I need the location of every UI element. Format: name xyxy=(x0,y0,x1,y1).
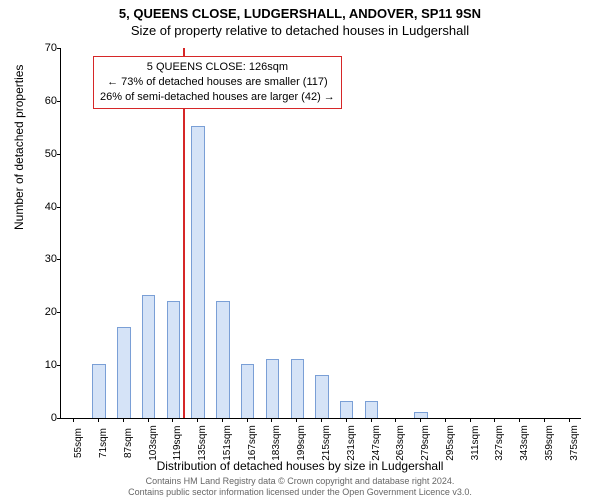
histogram-bar xyxy=(365,401,378,418)
histogram-bar xyxy=(117,327,130,418)
x-tick-mark xyxy=(123,418,124,422)
x-tick-label: 343sqm xyxy=(519,425,530,461)
x-tick-label: 183sqm xyxy=(271,425,282,461)
x-tick-mark xyxy=(148,418,149,422)
x-tick-label: 55sqm xyxy=(73,428,84,458)
x-tick-mark xyxy=(420,418,421,422)
x-tick-label: 199sqm xyxy=(296,425,307,461)
x-tick-label: 215sqm xyxy=(321,425,332,461)
histogram-bar xyxy=(167,301,180,418)
page-title: 5, QUEENS CLOSE, LUDGERSHALL, ANDOVER, S… xyxy=(0,0,600,21)
x-tick-mark xyxy=(98,418,99,422)
x-axis-label: Distribution of detached houses by size … xyxy=(0,459,600,473)
x-tick-label: 327sqm xyxy=(494,425,505,461)
y-axis-label: Number of detached properties xyxy=(12,65,26,230)
x-tick-mark xyxy=(569,418,570,422)
x-tick-mark xyxy=(197,418,198,422)
x-tick-label: 375sqm xyxy=(569,425,580,461)
x-tick-mark xyxy=(470,418,471,422)
chart-area: 01020304050607055sqm71sqm87sqm103sqm119s… xyxy=(60,48,580,418)
footer-line-1: Contains HM Land Registry data © Crown c… xyxy=(0,476,600,487)
x-tick-label: 247sqm xyxy=(371,425,382,461)
x-tick-label: 263sqm xyxy=(395,425,406,461)
y-tick-label: 10 xyxy=(31,359,57,371)
x-tick-label: 311sqm xyxy=(470,426,481,461)
y-tick-mark xyxy=(57,418,61,419)
x-tick-label: 87sqm xyxy=(123,428,134,458)
x-tick-mark xyxy=(346,418,347,422)
footer-line-2: Contains public sector information licen… xyxy=(0,487,600,498)
y-tick-label: 20 xyxy=(31,306,57,318)
x-tick-label: 167sqm xyxy=(247,425,258,461)
x-tick-label: 103sqm xyxy=(148,425,159,461)
y-tick-mark xyxy=(57,154,61,155)
y-tick-mark xyxy=(57,48,61,49)
x-tick-mark xyxy=(296,418,297,422)
plot-area: 01020304050607055sqm71sqm87sqm103sqm119s… xyxy=(60,48,581,419)
x-tick-mark xyxy=(247,418,248,422)
callout-line-3: 26% of semi-detached houses are larger (… xyxy=(100,90,335,105)
y-tick-label: 70 xyxy=(31,42,57,54)
x-tick-label: 151sqm xyxy=(222,425,233,461)
x-tick-mark xyxy=(172,418,173,422)
histogram-bar xyxy=(291,359,304,418)
histogram-bar xyxy=(241,364,254,418)
callout-box: 5 QUEENS CLOSE: 126sqm← 73% of detached … xyxy=(93,56,342,109)
x-tick-mark xyxy=(222,418,223,422)
histogram-bar xyxy=(191,126,204,418)
x-tick-label: 135sqm xyxy=(197,425,208,461)
histogram-bar xyxy=(340,401,353,418)
x-tick-label: 359sqm xyxy=(544,425,555,461)
x-tick-mark xyxy=(321,418,322,422)
page-subtitle: Size of property relative to detached ho… xyxy=(0,21,600,38)
y-tick-label: 60 xyxy=(31,95,57,107)
histogram-bar xyxy=(315,375,328,418)
histogram-bar xyxy=(142,295,155,418)
y-tick-label: 50 xyxy=(31,148,57,160)
chart-container: 5, QUEENS CLOSE, LUDGERSHALL, ANDOVER, S… xyxy=(0,0,600,500)
x-tick-mark xyxy=(494,418,495,422)
y-tick-mark xyxy=(57,365,61,366)
y-tick-mark xyxy=(57,207,61,208)
x-tick-label: 279sqm xyxy=(420,425,431,461)
x-tick-mark xyxy=(395,418,396,422)
histogram-bar xyxy=(266,359,279,418)
x-tick-label: 119sqm xyxy=(172,426,183,461)
x-tick-label: 231sqm xyxy=(346,425,357,461)
x-tick-mark xyxy=(544,418,545,422)
y-tick-mark xyxy=(57,259,61,260)
callout-line-1: 5 QUEENS CLOSE: 126sqm xyxy=(100,60,335,75)
y-tick-mark xyxy=(57,312,61,313)
x-tick-mark xyxy=(271,418,272,422)
y-tick-label: 40 xyxy=(31,201,57,213)
x-tick-mark xyxy=(73,418,74,422)
x-tick-label: 71sqm xyxy=(98,428,109,458)
x-tick-mark xyxy=(445,418,446,422)
y-tick-label: 0 xyxy=(31,412,57,424)
histogram-bar xyxy=(92,364,105,418)
x-tick-label: 295sqm xyxy=(445,425,456,461)
footer-text: Contains HM Land Registry data © Crown c… xyxy=(0,476,600,498)
x-tick-mark xyxy=(519,418,520,422)
y-tick-mark xyxy=(57,101,61,102)
y-tick-label: 30 xyxy=(31,253,57,265)
callout-line-2: ← 73% of detached houses are smaller (11… xyxy=(100,75,335,90)
x-tick-mark xyxy=(371,418,372,422)
histogram-bar xyxy=(216,301,229,418)
